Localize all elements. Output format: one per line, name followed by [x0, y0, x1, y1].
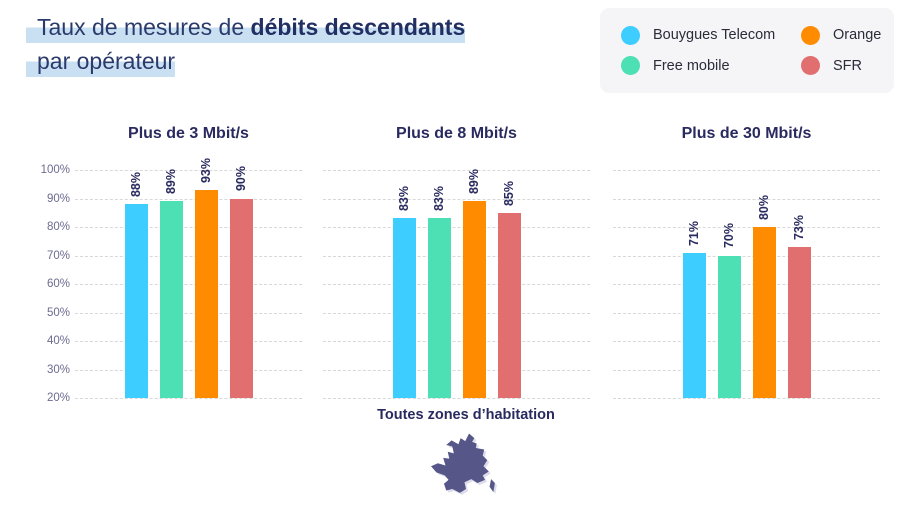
- gridline: [323, 227, 590, 228]
- chart-panel-plus-de-8-mbits: Plus de 8 Mbit/s 83% 83% 89% 85%: [323, 125, 590, 399]
- page-title: Taux de mesures de débits descendants pa…: [26, 10, 466, 78]
- gridline: [613, 170, 880, 171]
- legend-dot-bouygues-icon: [621, 25, 640, 45]
- chart-title-8mbits: Plus de 8 Mbit/s: [396, 125, 517, 142]
- bar-orange: 93%: [194, 158, 218, 398]
- y-tick: 80%: [46, 221, 70, 233]
- title-line2-text: par opérateur: [26, 48, 176, 77]
- y-tick: 60%: [46, 278, 70, 290]
- legend-label-bouygues: Bouygues Telecom: [653, 27, 776, 44]
- gridline: [75, 170, 302, 171]
- chart-title-30mbits: Plus de 30 Mbit/s: [681, 125, 812, 142]
- legend-item-bouygues-telecom: Bouygues Telecom: [621, 25, 801, 45]
- bar-bouygues-telecom: 83%: [392, 186, 416, 398]
- bar-group: 83% 83% 89% 85%: [323, 169, 590, 398]
- y-tick: 70%: [46, 249, 70, 262]
- bar-sfr: 90%: [229, 166, 253, 398]
- legend-item-orange: Orange: [801, 25, 882, 45]
- plot-area-8mbits: 83% 83% 89% 85%: [323, 169, 590, 399]
- legend-dot-sfr-icon: [801, 56, 820, 76]
- legend-dot-orange-icon: [801, 25, 820, 45]
- y-tick: 20%: [46, 392, 70, 404]
- bar-value-label: 71%: [687, 220, 701, 246]
- gridline: [613, 227, 880, 228]
- gridline: [75, 198, 302, 200]
- footer: Toutes zones d’habitation: [37, 407, 895, 504]
- bar-value-label: 83%: [397, 186, 411, 212]
- plot-area-30mbits: 71% 70% 80% 73%: [613, 170, 880, 399]
- y-tick: 90%: [46, 192, 70, 205]
- bar-value-label: 93%: [199, 157, 213, 183]
- bar-value-label: 89%: [164, 169, 178, 195]
- page-title-line1: Taux de mesures de débits descendants: [26, 10, 466, 44]
- gridline: [75, 227, 302, 228]
- bar-free-mobile: 70%: [717, 223, 741, 398]
- y-tick: 40%: [46, 335, 70, 347]
- chart-panel-plus-de-3-mbits: Plus de 3 Mbit/s 88% 89% 93% 90%: [75, 125, 302, 399]
- title-bold-text: débits descendants: [250, 14, 466, 40]
- bar-value-label: 73%: [792, 214, 806, 240]
- gridline: [323, 284, 590, 285]
- gridline: [75, 369, 302, 371]
- bar-group: 71% 70% 80% 73%: [613, 170, 880, 398]
- y-tick: 30%: [46, 363, 70, 376]
- legend-item-free-mobile: Free mobile: [621, 56, 801, 76]
- bar-value-label: 90%: [234, 166, 248, 192]
- gridline: [613, 369, 880, 371]
- title-regular-text: Taux de mesures de: [37, 14, 251, 40]
- bar-value-label: 80%: [757, 194, 771, 220]
- gridline: [613, 312, 880, 314]
- bar-value-label: 85%: [502, 180, 516, 206]
- y-tick: 100%: [40, 164, 70, 176]
- legend-label-sfr: SFR: [833, 57, 862, 74]
- gridline: [613, 198, 880, 200]
- gridline: [613, 341, 880, 342]
- gridline: [323, 341, 590, 342]
- bar-value-label: 83%: [432, 186, 446, 212]
- gridline: [323, 312, 590, 314]
- gridline: [75, 312, 302, 314]
- y-axis: 100% 90% 80% 70% 60% 50% 40% 30% 20%: [0, 164, 70, 404]
- gridline: [323, 255, 590, 257]
- bar-sfr: 73%: [787, 215, 811, 398]
- chart-panel-plus-de-30-mbits: Plus de 30 Mbit/s 71% 70% 80% 73%: [613, 125, 880, 399]
- legend-label-orange: Orange: [833, 27, 882, 44]
- chart-title-3mbits: Plus de 3 Mbit/s: [128, 125, 249, 142]
- bar-free-mobile: 89%: [159, 169, 183, 398]
- bar-value-label: 88%: [129, 172, 143, 198]
- page-title-line2: par opérateur: [26, 44, 465, 78]
- legend-dot-free-icon: [621, 56, 640, 76]
- gridline: [75, 255, 302, 257]
- bar-orange: 89%: [462, 169, 486, 398]
- bar-bouygues-telecom: 71%: [682, 221, 706, 398]
- legend: Bouygues Telecom Free mobile Orange SFR: [600, 8, 894, 93]
- gridline: [323, 369, 590, 371]
- gridline: [613, 284, 880, 285]
- gridline: [323, 198, 590, 200]
- gridline: [323, 398, 590, 399]
- bar-sfr: 85%: [497, 181, 521, 398]
- bar-group: 88% 89% 93% 90%: [75, 158, 302, 398]
- bar-value-label: 89%: [467, 169, 481, 195]
- france-map-icon: [431, 433, 495, 493]
- charts-row: 100% 90% 80% 70% 60% 50% 40% 30% 20% Plus de 3 M…: [0, 125, 908, 404]
- bar-bouygues-telecom: 88%: [124, 172, 148, 398]
- bar-value-label: 70%: [722, 223, 736, 249]
- y-tick: 50%: [46, 306, 70, 319]
- plot-area-3mbits: 88% 89% 93% 90%: [75, 158, 302, 399]
- gridline: [323, 170, 590, 171]
- gridline: [613, 255, 880, 257]
- gridline: [75, 398, 302, 399]
- legend-label-free: Free mobile: [653, 57, 730, 74]
- gridline: [75, 341, 302, 342]
- gridline: [613, 398, 880, 399]
- gridline: [75, 284, 302, 285]
- zone-label: Toutes zones d’habitation: [377, 407, 555, 423]
- bar-orange: 80%: [752, 195, 776, 398]
- legend-item-sfr: SFR: [801, 56, 881, 76]
- bar-free-mobile: 83%: [427, 186, 451, 398]
